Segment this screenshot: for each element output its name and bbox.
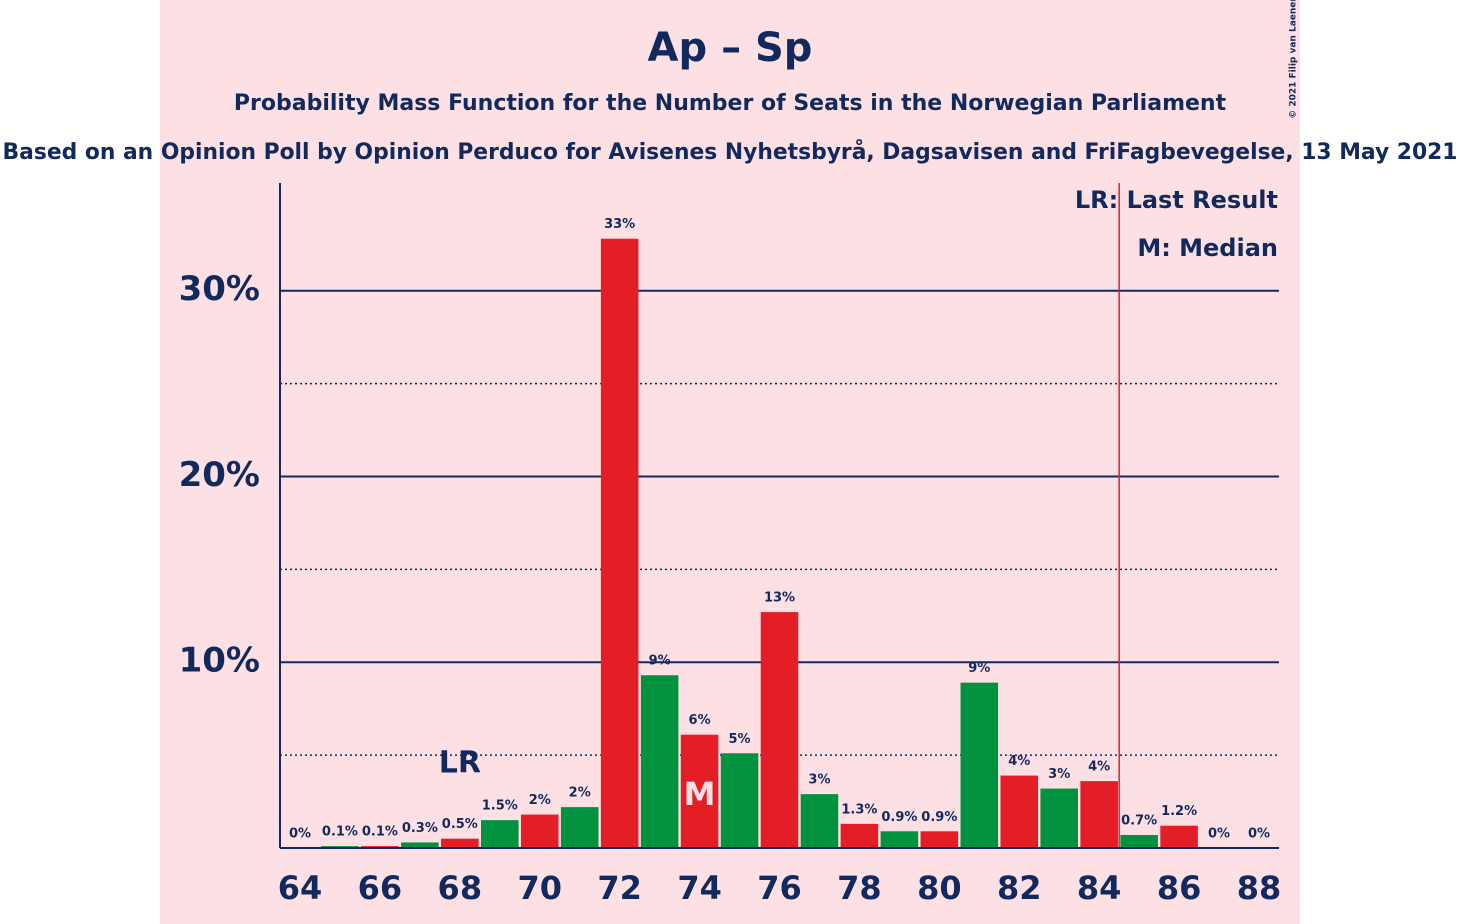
value-label: 5% bbox=[729, 732, 751, 747]
x-tick-label: 64 bbox=[278, 869, 323, 907]
value-label: 1.5% bbox=[482, 799, 518, 814]
x-tick-label: 80 bbox=[917, 869, 962, 907]
bar bbox=[520, 814, 559, 848]
chart-title: Ap – Sp bbox=[648, 25, 813, 71]
bar bbox=[1040, 788, 1079, 848]
x-tick-label: 78 bbox=[837, 869, 882, 907]
bar bbox=[441, 838, 479, 848]
bar bbox=[720, 753, 759, 848]
median-label: M bbox=[684, 775, 716, 813]
x-tick-label: 66 bbox=[358, 869, 403, 907]
bar bbox=[840, 823, 879, 848]
value-label: 4% bbox=[1088, 760, 1110, 775]
y-tick-label: 30% bbox=[179, 269, 260, 309]
x-tick-label: 70 bbox=[517, 869, 562, 907]
x-tick-label: 68 bbox=[438, 869, 483, 907]
subtitle: Probability Mass Function for the Number… bbox=[234, 91, 1227, 116]
legend-entry: M: Median bbox=[1137, 234, 1278, 262]
last-result-label: LR bbox=[439, 746, 481, 781]
value-label: 0% bbox=[1208, 827, 1230, 842]
bar bbox=[1080, 781, 1118, 848]
value-label: 2% bbox=[529, 793, 551, 808]
subtitle: Based on an Opinion Poll by Opinion Perd… bbox=[3, 139, 1458, 165]
value-label: 33% bbox=[604, 217, 635, 232]
value-label: 0.9% bbox=[921, 810, 957, 825]
value-label: 4% bbox=[1008, 754, 1030, 769]
bar bbox=[880, 831, 919, 848]
x-tick-label: 86 bbox=[1157, 869, 1202, 907]
value-label: 0.3% bbox=[402, 821, 438, 836]
value-label: 0.5% bbox=[442, 817, 478, 832]
x-tick-label: 76 bbox=[757, 869, 802, 907]
bar bbox=[800, 794, 839, 848]
legend-entry: LR: Last Result bbox=[1075, 186, 1278, 214]
bar bbox=[1120, 834, 1158, 848]
value-label: 6% bbox=[689, 713, 711, 728]
value-label: 3% bbox=[1048, 767, 1070, 782]
value-label: 0.7% bbox=[1121, 813, 1157, 828]
copyright: © 2021 Filip van Laenen bbox=[1289, 0, 1299, 119]
bar bbox=[600, 238, 639, 848]
y-tick-label: 10% bbox=[179, 641, 260, 681]
bar bbox=[920, 831, 959, 848]
bar bbox=[760, 612, 799, 848]
bar bbox=[480, 820, 519, 848]
x-tick-label: 82 bbox=[997, 869, 1042, 907]
value-label: 0.9% bbox=[881, 810, 917, 825]
value-label: 9% bbox=[649, 654, 671, 669]
bar bbox=[560, 807, 599, 848]
bar bbox=[1160, 825, 1198, 848]
x-tick-label: 72 bbox=[597, 869, 642, 907]
bar bbox=[960, 682, 999, 848]
value-label: 9% bbox=[968, 661, 990, 676]
bar bbox=[680, 734, 719, 848]
value-label: 1.2% bbox=[1161, 804, 1197, 819]
y-tick-label: 20% bbox=[179, 455, 260, 495]
x-tick-label: 88 bbox=[1237, 869, 1282, 907]
value-label: 1.3% bbox=[841, 802, 877, 817]
value-label: 0.1% bbox=[322, 825, 358, 840]
x-tick-label: 84 bbox=[1077, 869, 1122, 907]
value-label: 3% bbox=[808, 773, 830, 788]
value-label: 13% bbox=[764, 591, 795, 606]
x-tick-label: 74 bbox=[677, 869, 722, 907]
value-label: 0% bbox=[1248, 827, 1270, 842]
value-label: 0.1% bbox=[362, 825, 398, 840]
bar bbox=[1000, 775, 1039, 848]
bar bbox=[401, 842, 439, 848]
bar bbox=[640, 675, 679, 848]
value-label: 0% bbox=[289, 827, 311, 842]
value-label: 2% bbox=[569, 786, 591, 801]
